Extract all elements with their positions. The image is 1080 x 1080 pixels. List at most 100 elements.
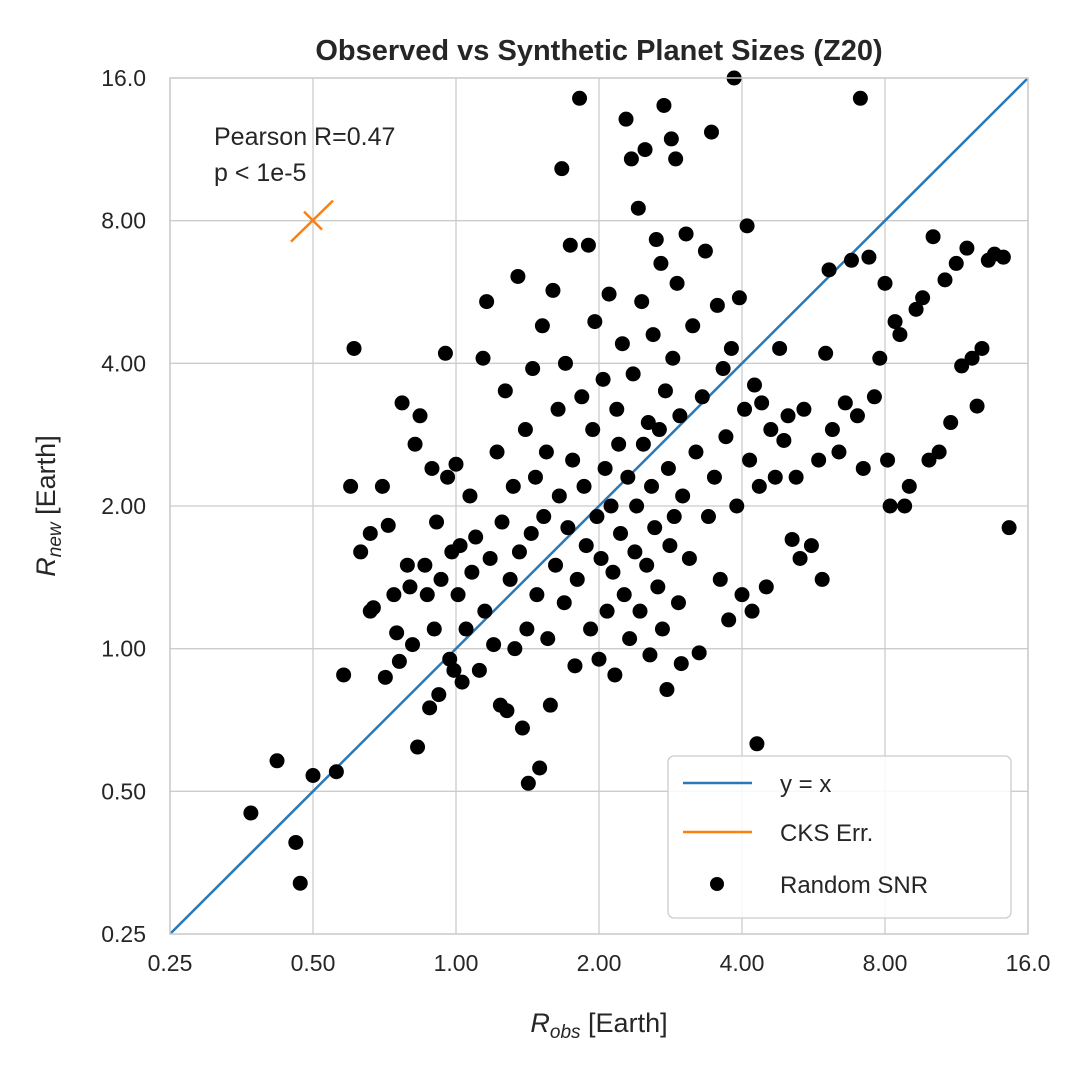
data-point (365, 600, 381, 616)
data-point (901, 478, 917, 494)
data-point (1001, 520, 1017, 536)
data-point (551, 488, 567, 504)
data-point (635, 436, 651, 452)
data-point (380, 517, 396, 533)
data-point (362, 525, 378, 541)
data-point (709, 297, 725, 313)
data-point (662, 538, 678, 554)
data-point (399, 557, 415, 573)
data-point (685, 318, 701, 334)
data-point (634, 294, 650, 310)
data-point (660, 460, 676, 476)
data-point (814, 571, 830, 587)
data-point (475, 350, 491, 366)
data-point (742, 452, 758, 468)
data-point (454, 674, 470, 690)
data-point (954, 358, 970, 374)
data-point (550, 401, 566, 417)
data-point (650, 579, 666, 595)
data-point (818, 345, 834, 361)
identity-line (169, 77, 1029, 935)
data-point (855, 460, 871, 476)
data-point (583, 621, 599, 637)
data-point (618, 111, 634, 127)
data-point (511, 544, 527, 560)
data-point (446, 662, 462, 678)
y-tick-label: 8.00 (101, 208, 146, 234)
data-point (897, 498, 913, 514)
data-point (706, 469, 722, 485)
data-point (744, 603, 760, 619)
data-point (609, 401, 625, 417)
x-tick-label: 0.50 (291, 950, 336, 976)
data-points (243, 70, 1017, 891)
data-point (391, 653, 407, 669)
data-point (731, 290, 747, 306)
data-point (479, 294, 495, 310)
data-point (788, 469, 804, 485)
x-tick-labels: 0.25 0.50 1.00 2.00 4.00 8.00 16.0 (148, 950, 1051, 976)
data-point (482, 550, 498, 566)
data-point (796, 401, 812, 417)
data-point (803, 538, 819, 554)
data-point (422, 700, 438, 716)
data-point (623, 151, 639, 167)
data-point (969, 398, 985, 414)
data-point (681, 550, 697, 566)
data-point (715, 361, 731, 377)
data-point (843, 252, 859, 268)
data-point (419, 587, 435, 603)
data-point (305, 767, 321, 783)
data-point (665, 350, 681, 366)
data-point (452, 538, 468, 554)
data-point (654, 621, 670, 637)
data-point (499, 703, 515, 719)
data-point (622, 631, 638, 647)
data-point (763, 422, 779, 438)
data-point (578, 538, 594, 554)
data-point (407, 436, 423, 452)
data-point (657, 383, 673, 399)
plot-frame (169, 77, 1029, 935)
data-point (861, 249, 877, 265)
data-point (723, 340, 739, 356)
data-point (377, 669, 393, 685)
data-point (601, 286, 617, 302)
data-point (678, 226, 694, 242)
data-point (925, 229, 941, 245)
data-point (703, 124, 719, 140)
x-tick-label: 2.00 (577, 950, 622, 976)
chart-title: Observed vs Synthetic Planet Sizes (Z20) (315, 35, 882, 67)
data-point (405, 637, 421, 653)
data-point (429, 514, 445, 530)
data-point (729, 498, 745, 514)
data-point (567, 658, 583, 674)
data-point (523, 525, 539, 541)
data-point (974, 340, 990, 356)
data-point (542, 697, 558, 713)
legend-yx-label: y = x (780, 771, 831, 798)
data-point (486, 637, 502, 653)
cks-err-marker-short-arm (303, 210, 323, 231)
data-point (772, 340, 788, 356)
data-point (754, 395, 770, 411)
data-point (574, 389, 590, 405)
data-point (673, 656, 689, 672)
data-point (849, 408, 865, 424)
data-point (659, 682, 675, 698)
y-tick-label: 1.00 (101, 636, 146, 662)
data-point (653, 255, 669, 271)
data-point (527, 469, 543, 485)
data-point (517, 422, 533, 438)
data-point (663, 131, 679, 147)
data-point (536, 509, 552, 525)
data-point (852, 90, 868, 106)
data-point (644, 478, 660, 494)
data-point (502, 571, 518, 587)
data-point (450, 587, 466, 603)
data-point (585, 422, 601, 438)
y-tick-label: 2.00 (101, 493, 146, 519)
data-point (494, 514, 510, 530)
data-point (831, 444, 847, 460)
data-point (556, 595, 572, 611)
